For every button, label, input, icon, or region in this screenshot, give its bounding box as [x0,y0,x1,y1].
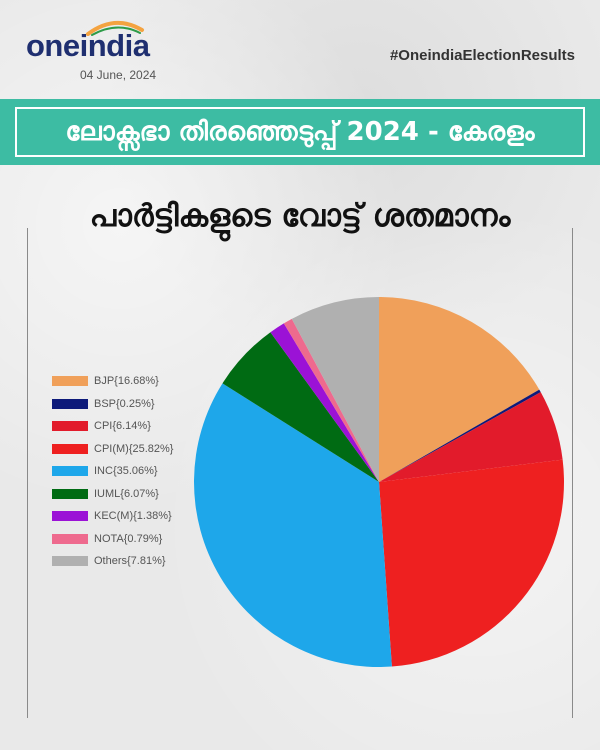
legend-swatch [52,511,88,522]
legend-item: IUML{6.07%} [52,483,212,506]
divider-left [27,228,28,718]
legend-swatch [52,443,88,454]
legend-label: INC{35.06%} [94,465,158,478]
chart-legend: BJP{16.68%} BSP{0.25%} CPI{6.14%} CPI(M){25… [52,370,212,573]
legend-swatch [52,398,88,409]
header: oneindia 04 June, 2024 #OneindiaElection… [0,0,600,95]
pie-slice-iuml [222,332,379,482]
legend-label: IUML{6.07%} [94,487,159,500]
pie-slice-kec-m [270,323,379,482]
legend-swatch [52,421,88,432]
legend-swatch [52,533,88,544]
logo-text-one: one [26,28,80,63]
hashtag[interactable]: #OneindiaElectionResults [389,47,575,64]
legend-swatch [52,556,88,567]
legend-label: CPI{6.14%} [94,420,151,433]
legend-label: CPI(M){25.82%} [94,442,174,455]
logo-text: oneindia [26,28,150,64]
legend-label: KEC(M){1.38%} [94,510,172,523]
legend-item: BJP{16.68%} [52,370,212,393]
legend-item: CPI{6.14%} [52,415,212,438]
pie-slice-inc [193,383,392,667]
legend-item: CPI(M){25.82%} [52,438,212,461]
legend-label: Others{7.81%} [94,555,166,568]
publish-date: 04 June, 2024 [80,68,157,82]
legend-label: NOTA{0.79%} [94,532,163,545]
legend-swatch [52,376,88,387]
legend-label: BSP{0.25%} [94,397,155,410]
legend-item: BSP{0.25%} [52,393,212,416]
pie-slice-cpi [379,392,563,482]
oneindia-logo[interactable]: oneindia 04 June, 2024 [26,18,166,88]
pie-slice-others [291,297,379,482]
legend-item: KEC(M){1.38%} [52,505,212,528]
legend-item: Others{7.81%} [52,550,212,573]
legend-item: NOTA{0.79%} [52,528,212,551]
pie-slice-cpi-m [379,459,564,667]
legend-item: INC{35.06%} [52,460,212,483]
chart-subtitle: പാർട്ടികളുടെ വോട്ട് ശതമാനം [89,198,511,234]
page-title: ലോക്സഭാ തിരഞ്ഞെടുപ്പ് 2024 - കേരളം [15,107,585,157]
legend-swatch [52,466,88,477]
legend-label: BJP{16.68%} [94,375,159,388]
pie-slice-bjp [379,297,540,482]
pie-slice-bsp [379,389,541,482]
divider-right [572,228,573,718]
legend-swatch [52,488,88,499]
logo-text-india: india [79,28,150,63]
title-band: ലോക്സഭാ തിരഞ്ഞെടുപ്പ് 2024 - കേരളം [0,99,600,165]
logo-arc-icon [86,21,144,36]
pie-slice-nota [283,318,379,482]
